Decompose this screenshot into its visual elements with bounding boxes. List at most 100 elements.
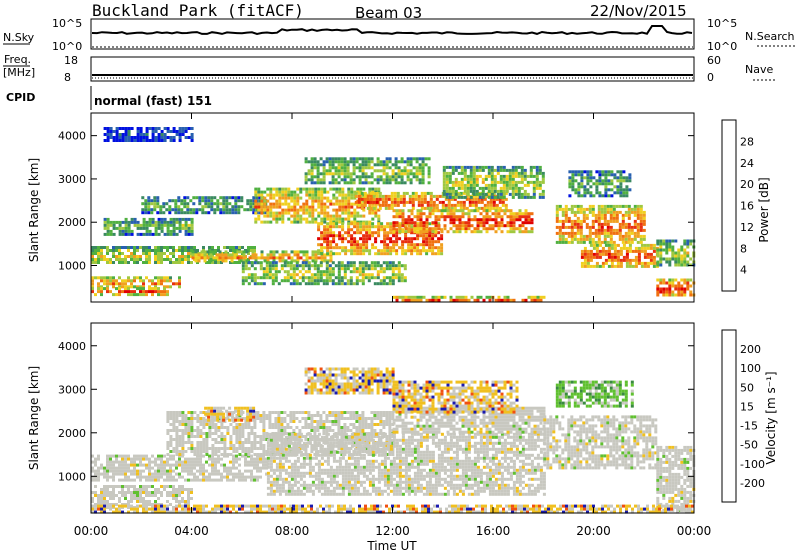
power-cell-11-2367 — [460, 186, 464, 190]
power-cell-1-275 — [124, 279, 127, 283]
power-cell-8-1564 — [366, 200, 370, 204]
power-cell-15-3307 — [607, 249, 611, 253]
power-cell-9-1838 — [425, 218, 429, 222]
velocity-cell-1-454 — [127, 506, 130, 509]
colorbar-tick-12: 12 — [740, 221, 754, 234]
power-cell-13-2962 — [536, 295, 540, 299]
power-cell-6-934 — [287, 196, 291, 200]
velocity-cell-0-356 — [253, 463, 256, 467]
velocity-cell-1-507 — [157, 488, 160, 491]
power-cell-19-3767 — [172, 127, 176, 130]
power-cell-8-1738 — [483, 203, 487, 207]
velocity-cell-2-688 — [199, 417, 203, 420]
velocity-cell-2-603 — [175, 435, 179, 438]
power-cell-0-194 — [217, 261, 220, 264]
power-cell-14-3064 — [585, 216, 589, 220]
power-cell-5-805 — [305, 250, 309, 254]
power-cell-13-2961 — [533, 298, 537, 302]
velocity-cell-0-244 — [199, 457, 202, 461]
power-cell-5-721 — [212, 256, 216, 260]
power-cell-11-2385 — [466, 192, 470, 196]
velocity-cell-0-97 — [133, 463, 136, 467]
power-cell-9-1835 — [422, 227, 426, 231]
power-cell-12-2670 — [286, 279, 290, 283]
power-cell-7-1278 — [344, 231, 348, 235]
velocity-cell-1-429 — [112, 503, 115, 506]
power-cell-6-1200 — [377, 187, 381, 191]
power-cell-8-1585 — [381, 194, 385, 198]
velocity-cell-0-24 — [103, 469, 106, 473]
velocity-cell-0-56 — [115, 472, 118, 476]
power-cell-0-131 — [175, 261, 178, 264]
power-cell-11-2478 — [502, 168, 506, 172]
power-cell-3-399 — [115, 226, 119, 230]
power-cell-15-3381 — [643, 261, 647, 265]
velocity-cell-0-155 — [157, 478, 160, 482]
velocity-cell-0-377 — [262, 463, 265, 467]
power-cell-0-43 — [118, 249, 121, 252]
velocity-cell-0-156 — [160, 454, 163, 458]
velocity-cell-2-616 — [178, 438, 182, 441]
power-cell-12-2683 — [292, 282, 296, 286]
power-cell-5-789 — [287, 256, 291, 260]
power-cell-14-3248 — [642, 216, 646, 220]
power-cell-9-2014 — [518, 230, 522, 234]
power-cell-18-3632 — [671, 254, 675, 258]
power-cell-7-1510 — [428, 240, 432, 244]
power-cell-7-1378 — [380, 252, 384, 256]
power-cell-14-3043 — [579, 204, 583, 208]
power-cell-9-1919 — [467, 227, 471, 231]
power-cell-16-3525 — [622, 194, 626, 198]
power-cell-2-339 — [118, 287, 121, 291]
velocity-cell-0-316 — [232, 475, 235, 479]
power-cell-6-996 — [308, 196, 312, 200]
power-cell-15-3400 — [652, 261, 656, 265]
power-cell-9-2016 — [521, 215, 525, 219]
power-cell-13-2958 — [530, 295, 534, 299]
power-cell-11-2334 — [448, 186, 452, 190]
power-cell-11-2396 — [472, 165, 476, 169]
power-cell-4-685 — [258, 199, 262, 203]
velocity-cell-0-301 — [226, 469, 229, 473]
power-cell-16-3518 — [619, 191, 623, 195]
power-cell-7-1371 — [377, 249, 381, 253]
power-cell-11-2366 — [460, 183, 464, 187]
velocity-cell-0-373 — [259, 475, 262, 479]
power-cell-19-3719 — [133, 139, 137, 142]
power-cell-7-1299 — [353, 222, 357, 226]
power-cell-7-1402 — [389, 237, 393, 241]
power-cell-6-1140 — [353, 217, 357, 221]
power-cell-7-1224 — [323, 228, 327, 232]
power-cell-3-425 — [133, 220, 137, 224]
power-cell-12-2798 — [352, 270, 356, 274]
velocity-cell-2-932 — [268, 435, 272, 438]
power-cell-12-2778 — [343, 264, 347, 268]
power-cell-11-2362 — [460, 168, 464, 172]
velocity-cell-0-185 — [169, 478, 172, 482]
velocity-cell-2-861 — [247, 435, 251, 438]
power-cell-7-1340 — [365, 234, 369, 238]
velocity-cell-0-337 — [244, 463, 247, 467]
power-cell-16-3500 — [610, 194, 614, 198]
power-cell-6-923 — [284, 187, 288, 191]
power-cell-14-2996 — [564, 207, 568, 211]
velocity-cell-0-71 — [121, 478, 124, 482]
velocity-cell-0-86 — [127, 475, 130, 479]
power-cell-11-2551 — [526, 195, 530, 199]
power-cell-13-2910 — [419, 295, 423, 299]
power-cell-7-1339 — [365, 231, 369, 235]
power-cell-6-852 — [260, 196, 264, 200]
power-cell-11-2405 — [472, 192, 476, 196]
power-cell-0-197 — [220, 261, 223, 264]
velocity-cell-0-136 — [151, 460, 154, 464]
velocity-cell-2-1057 — [304, 420, 308, 423]
power-cell-6-1116 — [347, 199, 351, 203]
velocity-cell-2-886 — [253, 444, 257, 447]
power-cell-12-2796 — [352, 264, 356, 268]
power-cell-6-916 — [281, 196, 285, 200]
power-cell-10-2215 — [385, 157, 389, 161]
power-cell-7-1308 — [356, 222, 360, 226]
power-cell-11-2315 — [442, 183, 446, 187]
velocity-cell-0-305 — [229, 460, 232, 464]
power-cell-12-2754 — [328, 279, 332, 283]
